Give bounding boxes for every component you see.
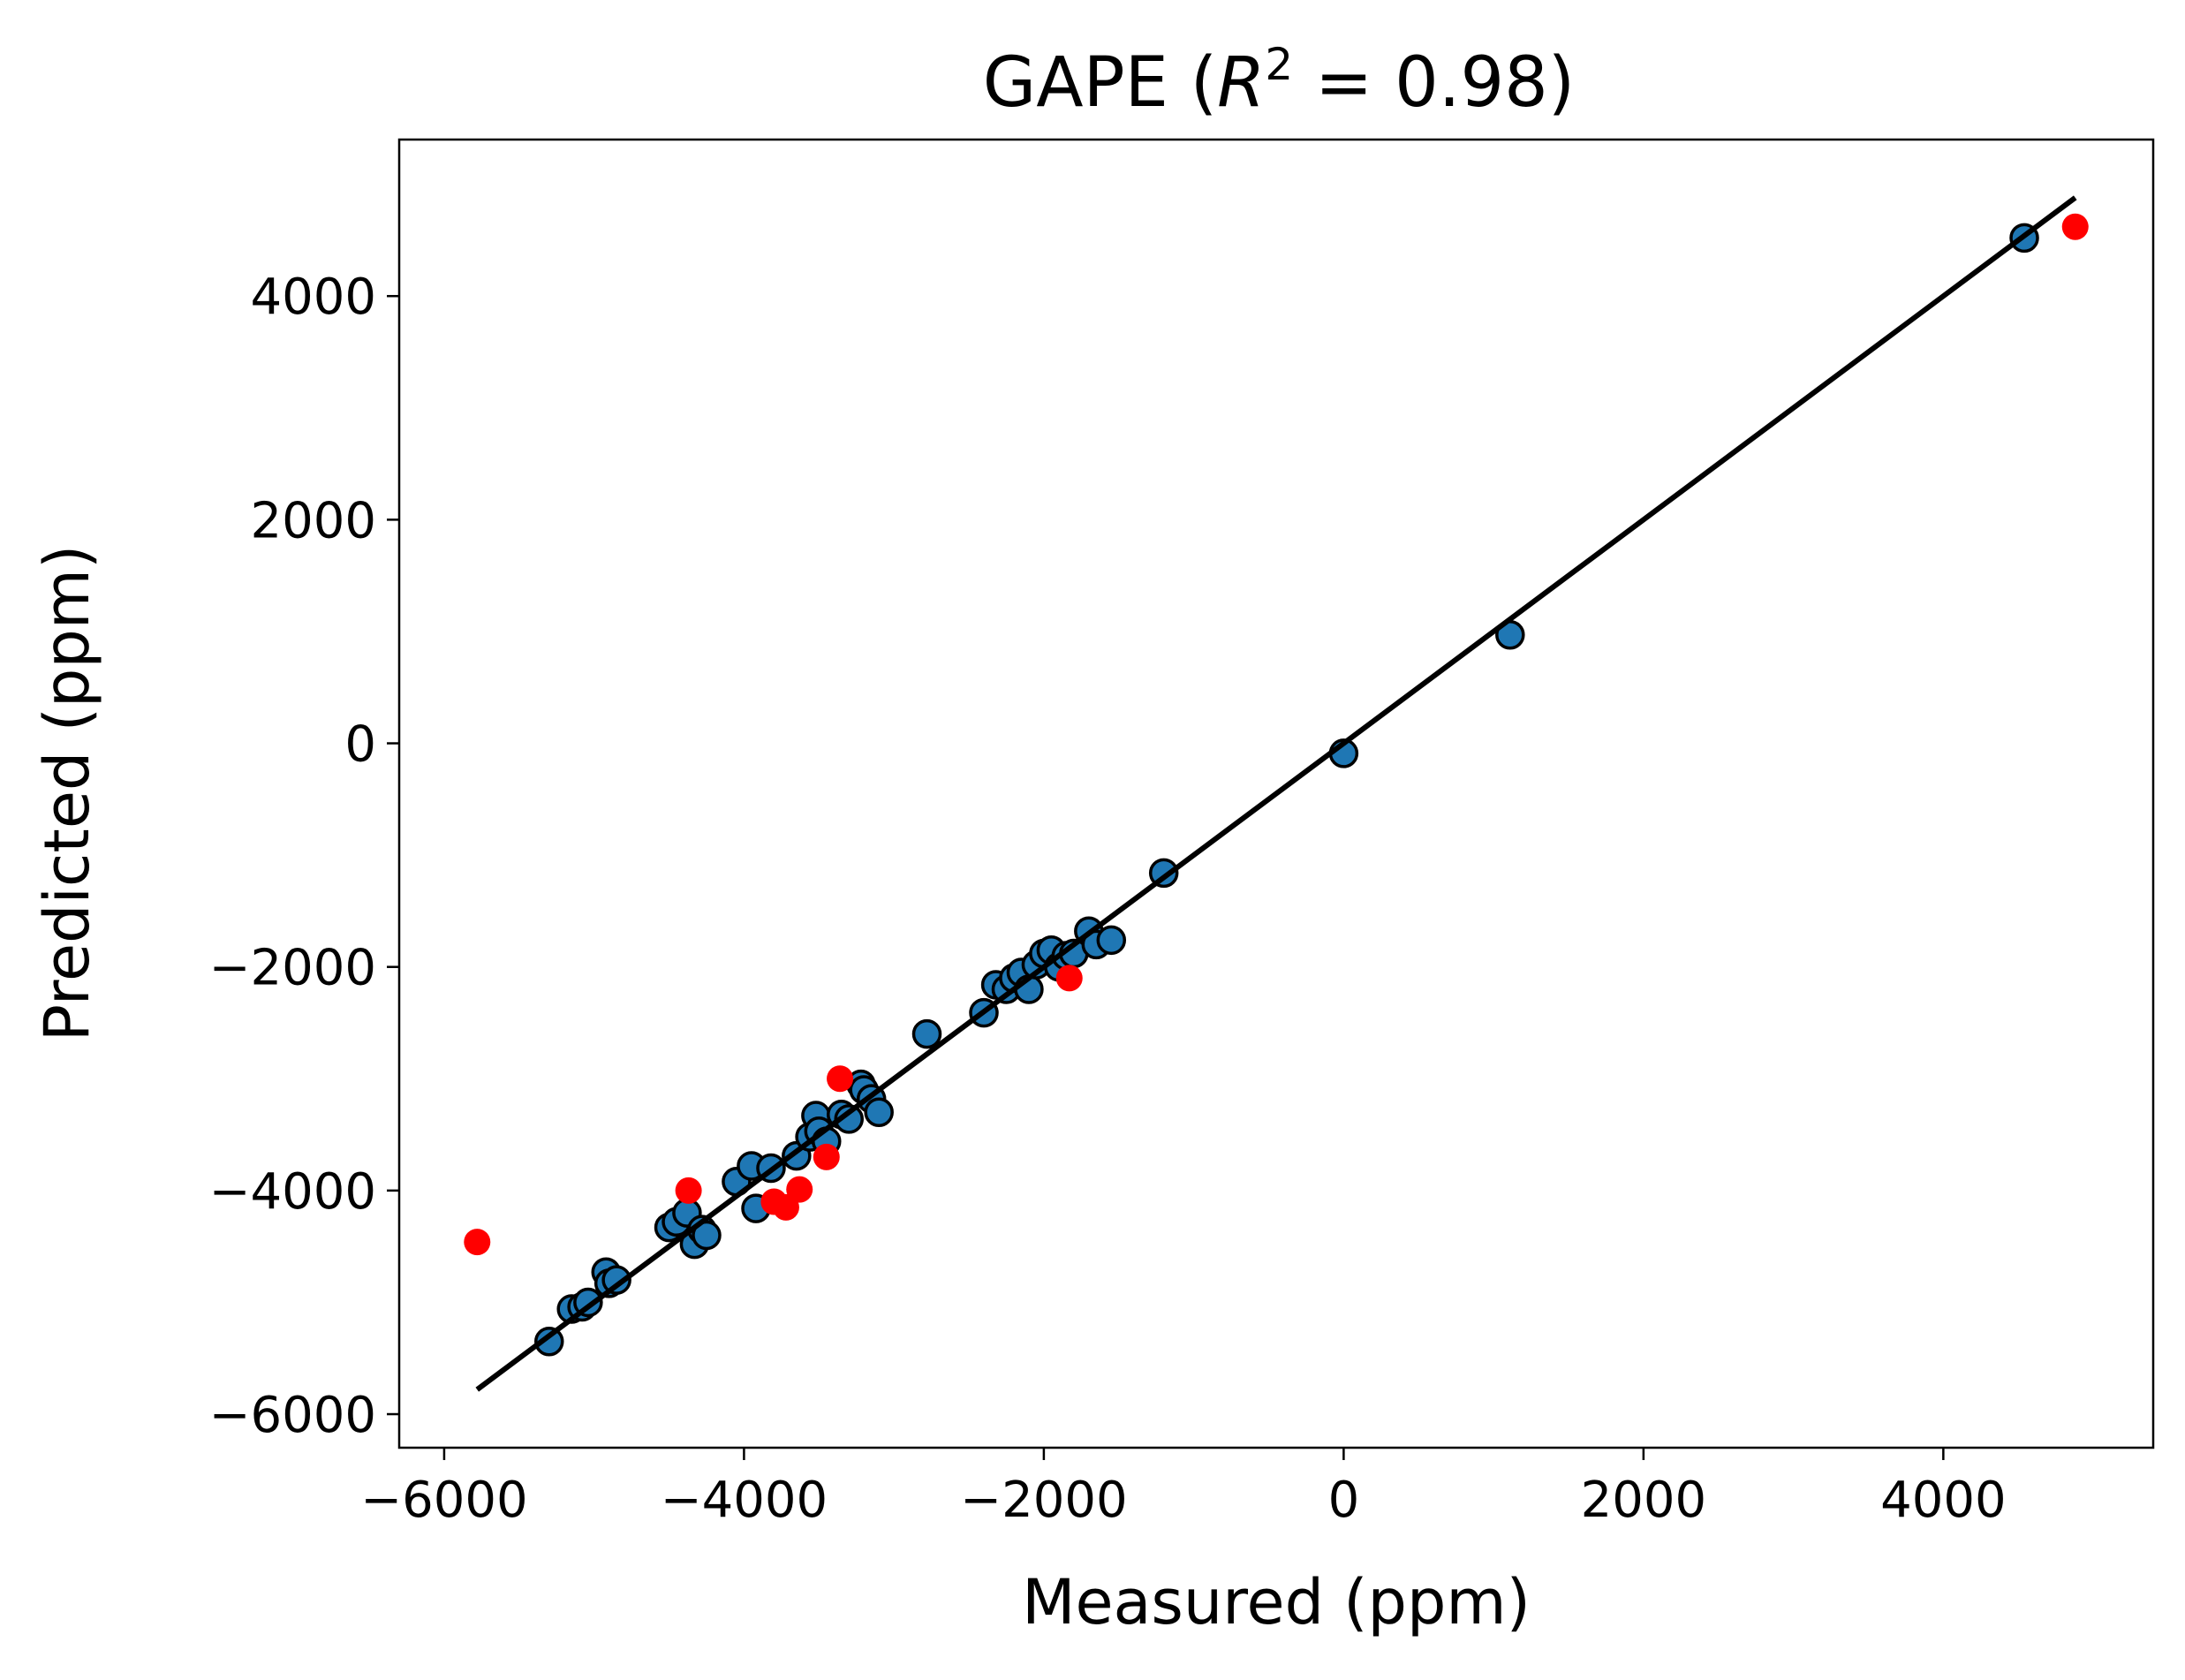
- data-point: [2061, 213, 2089, 240]
- y-tick-label: −4000: [209, 1163, 376, 1221]
- chart-title: GAPE (R2 = 0.98): [983, 39, 1575, 123]
- data-point: [1055, 965, 1083, 992]
- x-tick-label: −6000: [360, 1472, 527, 1529]
- data-point: [864, 1097, 894, 1128]
- data-point: [692, 1220, 722, 1251]
- plot-frame: [397, 138, 2155, 1449]
- y-axis-label: Predicted (ppm): [31, 545, 103, 1042]
- data-point: [533, 1326, 564, 1357]
- y-tick-label: 0: [344, 716, 376, 774]
- y-tick-label: 4000: [250, 269, 376, 326]
- data-point: [601, 1265, 631, 1295]
- y-tick-label: 2000: [250, 492, 376, 549]
- data-point: [675, 1177, 702, 1204]
- x-tick-label: 4000: [1880, 1472, 2007, 1529]
- x-tick-label: 0: [1328, 1472, 1360, 1529]
- data-point: [827, 1065, 854, 1093]
- y-tick-label: −6000: [209, 1387, 376, 1444]
- x-axis-label: Measured (ppm): [1022, 1566, 1531, 1638]
- plot-area: [464, 195, 2089, 1392]
- data-point: [1096, 925, 1127, 956]
- data-point: [786, 1176, 813, 1203]
- data-point: [911, 1018, 942, 1049]
- x-tick-label: −4000: [661, 1472, 828, 1529]
- series-red: [464, 213, 2089, 1256]
- data-point: [813, 1143, 840, 1170]
- x-tick-label: −2000: [960, 1472, 1127, 1529]
- x-tick-label: 2000: [1581, 1472, 1707, 1529]
- fit-line: [475, 195, 2077, 1392]
- y-tick-label: −2000: [209, 940, 376, 997]
- data-point: [464, 1229, 491, 1256]
